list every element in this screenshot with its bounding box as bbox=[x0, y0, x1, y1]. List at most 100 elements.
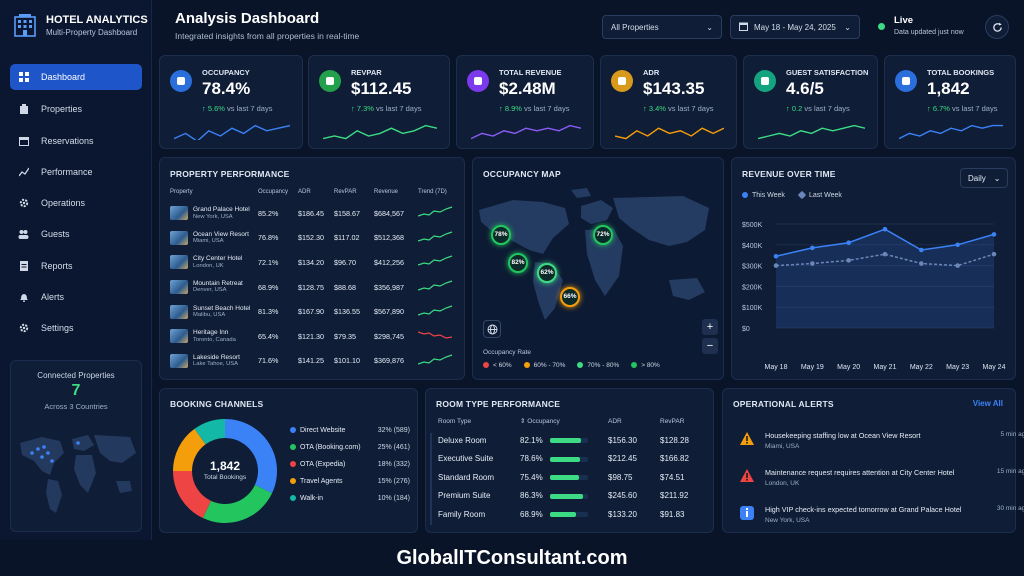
refresh-button[interactable] bbox=[985, 15, 1009, 39]
trend-sparkline bbox=[417, 305, 453, 316]
globe-button[interactable] bbox=[483, 320, 501, 338]
bar-chart-icon bbox=[467, 70, 489, 92]
data-point[interactable] bbox=[810, 261, 815, 266]
occupancy-bar bbox=[550, 512, 588, 518]
revenue-cell: $512,368 bbox=[374, 233, 404, 243]
kpi-change: ↑ 3.4% vs last 7 days bbox=[643, 104, 714, 113]
donut-slice[interactable] bbox=[173, 471, 211, 519]
col-adr: ADR bbox=[608, 417, 622, 425]
property-location: New York, USA bbox=[193, 213, 233, 220]
table-row[interactable]: Ocean View Resort Miami, USA 76.8% $152.30 $… bbox=[170, 226, 460, 251]
view-all-link[interactable]: View All bbox=[972, 399, 1003, 408]
map-marker[interactable]: 72% bbox=[593, 225, 613, 245]
x-tick-label: May 21 bbox=[874, 364, 897, 371]
channel-value: 25% (461) bbox=[377, 444, 410, 451]
data-point[interactable] bbox=[882, 251, 888, 257]
sidebar-item-reports[interactable]: Reports bbox=[10, 253, 142, 279]
data-point[interactable] bbox=[919, 261, 924, 266]
kpi-card-guest-satisfaction[interactable]: GUEST SATISFACTION 4.6/5 ↑ 0.2 vs last 7 d… bbox=[743, 55, 878, 149]
sidebar-item-guests[interactable]: Guests bbox=[10, 221, 142, 247]
legend-item: > 80% bbox=[631, 362, 660, 369]
sidebar-item-reservations[interactable]: Reservations bbox=[10, 128, 142, 154]
kpi-card-total-revenue[interactable]: TOTAL REVENUE $2.48M ↑ 8.9% vs last 7 days bbox=[456, 55, 594, 149]
table-row[interactable]: Sunset Beach Hotel Malibu, USA 81.3% $167.9… bbox=[170, 299, 460, 324]
sidebar-item-alerts[interactable]: Alerts bbox=[10, 284, 142, 310]
table-row[interactable]: Deluxe Room 82.1% $156.30 $128.28 bbox=[438, 431, 708, 450]
channel-value: 15% (276) bbox=[377, 478, 410, 485]
data-point[interactable] bbox=[773, 263, 779, 268]
table-row[interactable]: City Center Hotel London, UK 72.1% $134.20 $… bbox=[170, 250, 460, 275]
occupancy-map-panel: OCCUPANCY MAP 78% 72% 82% 62% 66% + − Occupa… bbox=[472, 157, 724, 380]
alert-time: 5 min ago bbox=[1000, 431, 1024, 438]
table-row[interactable]: Mountain Retreat Denver, USA 68.9% $128.75 $… bbox=[170, 275, 460, 300]
date-range-select[interactable]: May 18 - May 24, 2025 ⌄ bbox=[730, 15, 860, 39]
kpi-card-occupancy[interactable]: OCCUPANCY 78.4% ↑ 5.6% vs last 7 days bbox=[159, 55, 303, 149]
property-thumbnail bbox=[170, 329, 188, 344]
zoom-in-button[interactable]: + bbox=[702, 319, 718, 335]
revenue-cell: $567,890 bbox=[374, 307, 404, 317]
kpi-card-revpar[interactable]: REVPAR $112.45 ↑ 7.3% vs last 7 days bbox=[308, 55, 450, 149]
table-row[interactable]: Grand Palace Hotel New York, USA 85.2% $186… bbox=[170, 201, 460, 226]
sidebar-item-performance[interactable]: Performance bbox=[10, 159, 142, 185]
kpi-change-period: vs last 7 days bbox=[227, 104, 273, 113]
data-point[interactable] bbox=[955, 242, 960, 248]
donut-slice[interactable] bbox=[202, 485, 273, 523]
world-map-mini bbox=[20, 435, 136, 513]
data-point[interactable] bbox=[991, 232, 997, 237]
sidebar-item-dashboard[interactable]: Dashboard bbox=[10, 64, 142, 90]
period-select[interactable]: Daily ⌄ bbox=[960, 168, 1008, 188]
table-row[interactable]: Heritage Inn Toronto, Canada 65.4% $121.30 $… bbox=[170, 324, 460, 349]
table-row[interactable]: Standard Room 75.4% $98.75 $74.51 bbox=[438, 468, 708, 487]
sidebar-item-operations[interactable]: Operations bbox=[10, 190, 142, 216]
data-point[interactable] bbox=[919, 247, 924, 253]
kpi-sparkline bbox=[323, 124, 437, 140]
map-marker[interactable]: 78% bbox=[491, 225, 511, 245]
data-point[interactable] bbox=[991, 251, 997, 257]
sidebar-item-settings[interactable]: Settings bbox=[10, 315, 142, 341]
table-row[interactable]: Premium Suite 86.3% $245.60 $211.92 bbox=[438, 487, 708, 506]
revenue-cell: $356,987 bbox=[374, 282, 404, 292]
channel-label: OTA (Booking.com) bbox=[300, 444, 361, 451]
property-select[interactable]: All Properties ⌄ bbox=[602, 15, 722, 39]
table-row[interactable]: Executive Suite 78.6% $212.45 $166.82 bbox=[438, 450, 708, 469]
occupancy-value: 82.1% bbox=[520, 435, 543, 445]
donut-slice[interactable] bbox=[225, 419, 278, 494]
sidebar-item-properties[interactable]: Properties bbox=[10, 96, 142, 122]
channel-label: OTA (Expedia) bbox=[300, 461, 346, 468]
table-row[interactable]: Family Room 68.9% $133.20 $91.83 bbox=[438, 505, 708, 524]
trend-cell bbox=[417, 275, 460, 300]
zoom-out-button[interactable]: − bbox=[702, 338, 718, 354]
series-area-this-week bbox=[776, 229, 994, 328]
kpi-card-adr[interactable]: ADR $143.35 ↑ 3.4% vs last 7 days bbox=[600, 55, 737, 149]
donut-slice[interactable] bbox=[173, 428, 206, 471]
adr-cell: $167.90 bbox=[298, 307, 324, 317]
alerts-panel: OPERATIONAL ALERTS View All Housekeeping… bbox=[722, 388, 1024, 533]
kpi-value: $2.48M bbox=[499, 79, 556, 98]
data-point[interactable] bbox=[846, 258, 851, 263]
table-row[interactable]: Lakeside Resort Lake Tahoe, USA 71.6% $141.… bbox=[170, 349, 460, 374]
panel-title: OCCUPANCY MAP bbox=[483, 169, 561, 179]
data-point[interactable] bbox=[846, 240, 851, 246]
data-point[interactable] bbox=[810, 245, 815, 251]
kpi-card-total-bookings[interactable]: TOTAL BOOKINGS 1,842 ↑ 6.7% vs last 7 days bbox=[884, 55, 1016, 149]
dollar-icon bbox=[319, 70, 341, 92]
property-cell: Lakeside Resort Lake Tahoe, USA bbox=[170, 349, 258, 374]
world-map[interactable] bbox=[473, 184, 723, 334]
brand-subtitle: Multi-Property Dashboard bbox=[46, 27, 138, 37]
map-marker[interactable]: 62% bbox=[537, 263, 557, 283]
kpi-change-value: 7.3% bbox=[356, 104, 374, 113]
room-type-table: Room Type ⇕ Occupancy ADR RevPAR Deluxe … bbox=[438, 417, 708, 524]
trend-cell bbox=[417, 324, 460, 349]
adr-cell: $133.20 bbox=[608, 509, 637, 519]
data-point[interactable] bbox=[773, 253, 779, 259]
map-marker[interactable]: 66% bbox=[560, 287, 580, 307]
map-marker[interactable]: 82% bbox=[508, 253, 528, 273]
sidebar: HOTEL ANALYTICS Multi-Property Dashboard… bbox=[0, 0, 152, 540]
data-point[interactable] bbox=[955, 263, 960, 268]
kpi-change: ↑ 6.7% vs last 7 days bbox=[927, 104, 998, 113]
donut-slice[interactable] bbox=[194, 419, 225, 445]
booking-channels-panel: BOOKING CHANNELS 1,842 Total Bookings Di… bbox=[159, 388, 418, 533]
alert-message: Housekeeping staffing low at Ocean View … bbox=[765, 431, 921, 440]
occupancy-cell: 85.2% bbox=[258, 208, 279, 218]
data-point[interactable] bbox=[882, 226, 888, 232]
